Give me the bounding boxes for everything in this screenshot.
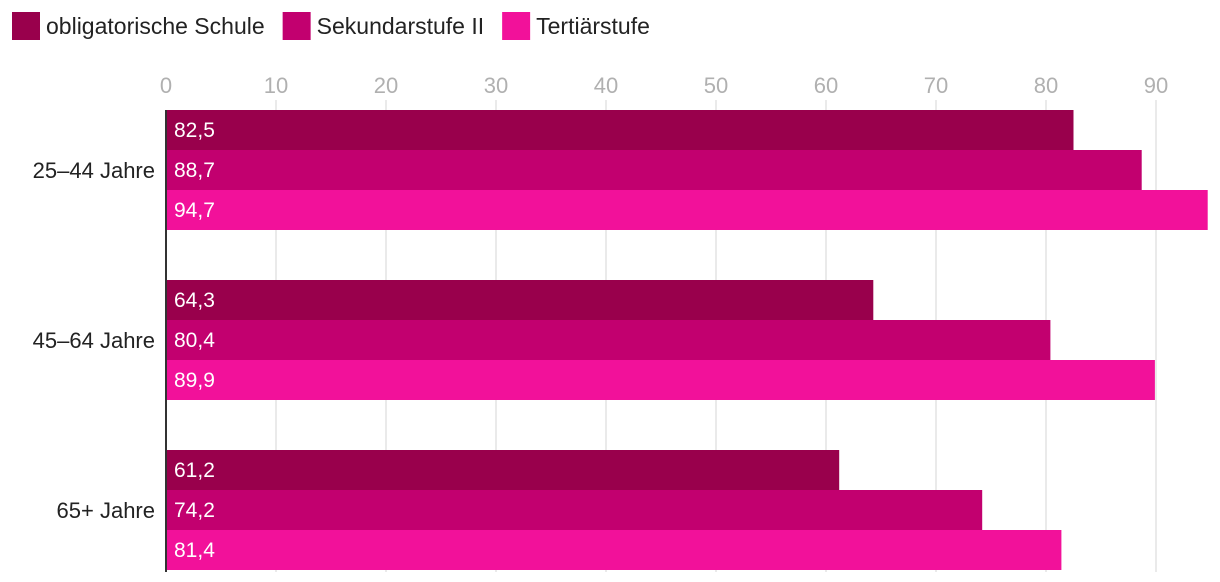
legend-swatch — [12, 12, 40, 40]
bar — [166, 530, 1062, 570]
x-tick-label: 50 — [704, 73, 728, 98]
bar-value-label: 81,4 — [174, 539, 215, 562]
bar-value-label: 88,7 — [174, 159, 215, 182]
legend-label: Tertiärstufe — [536, 13, 650, 39]
bars: 82,5 88,7 94,7 64,3 80,4 89,9 61,2 74,2 81,4 — [166, 110, 1208, 570]
legend-item-sekundarstufe-ii: Sekundarstufe II — [282, 12, 485, 40]
bar-value-label: 61,2 — [174, 459, 215, 482]
x-tick-label: 0 — [160, 73, 172, 98]
category-label: 45–64 Jahre — [33, 328, 155, 353]
bar-group-65-jahre: 61,2 74,2 81,4 — [166, 450, 1062, 570]
bar — [166, 190, 1208, 230]
bar — [166, 490, 983, 530]
x-axis-ticks: 0 10 20 30 40 50 60 70 80 90 — [160, 73, 1168, 98]
bar-value-label: 89,9 — [174, 369, 215, 392]
bar-value-label: 94,7 — [174, 199, 215, 222]
bar — [166, 110, 1074, 150]
bar-value-label: 82,5 — [174, 119, 215, 142]
legend: obligatorische Schule Sekundarstufe II Ter… — [12, 12, 650, 40]
bar-group-45-64-jahre: 64,3 80,4 89,9 — [166, 280, 1155, 400]
category-label: 25–44 Jahre — [33, 158, 155, 183]
x-tick-label: 20 — [374, 73, 398, 98]
bar — [166, 280, 874, 320]
x-tick-label: 90 — [1144, 73, 1168, 98]
x-tick-label: 70 — [924, 73, 948, 98]
bar-value-label: 80,4 — [174, 329, 215, 352]
legend-item-obligatorische-schule: obligatorische Schule — [12, 12, 265, 40]
bar-group-25-44-jahre: 82,5 88,7 94,7 — [166, 110, 1208, 230]
bar — [166, 150, 1142, 190]
legend-label: obligatorische Schule — [46, 13, 265, 39]
legend-item-tertiaerstufe: Tertiärstufe — [502, 12, 650, 40]
legend-swatch — [502, 12, 531, 40]
x-tick-label: 80 — [1034, 73, 1058, 98]
legend-label: Sekundarstufe II — [317, 13, 485, 39]
bar-value-label: 74,2 — [174, 499, 215, 522]
bar — [166, 450, 840, 490]
x-tick-label: 30 — [484, 73, 508, 98]
bar-value-label: 64,3 — [174, 289, 215, 312]
bar — [166, 320, 1051, 360]
category-labels: 25–44 Jahre 45–64 Jahre 65+ Jahre — [33, 158, 155, 523]
x-tick-label: 40 — [594, 73, 618, 98]
legend-swatch — [282, 12, 311, 40]
x-tick-label: 10 — [264, 73, 288, 98]
category-label: 65+ Jahre — [57, 498, 155, 523]
x-tick-label: 60 — [814, 73, 838, 98]
bar — [166, 360, 1155, 400]
